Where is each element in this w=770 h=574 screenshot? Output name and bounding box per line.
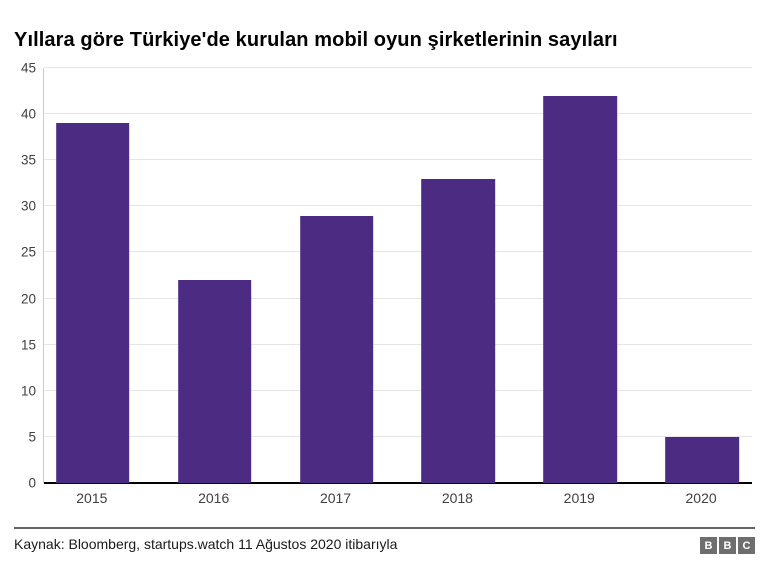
bbc-logo-block-3: C — [738, 537, 755, 554]
footer-divider — [14, 527, 755, 529]
x-tick-label-2018: 2018 — [441, 490, 473, 506]
gridline-y-5 — [44, 435, 752, 437]
bar-2020 — [665, 436, 739, 483]
footer: Kaynak: Bloomberg, startups.watch 11 Ağu… — [14, 536, 755, 554]
x-tick-label-2016: 2016 — [198, 490, 230, 506]
gridline-y-30 — [44, 205, 752, 207]
y-tick-label-15: 15 — [20, 337, 36, 353]
bbc-logo-block-2: B — [719, 537, 736, 554]
y-tick-label-25: 25 — [20, 244, 36, 260]
bar-2019 — [543, 95, 618, 483]
y-tick-label-20: 20 — [20, 291, 36, 307]
plot-area — [43, 67, 752, 484]
x-tick-label-2019: 2019 — [563, 490, 595, 506]
x-axis-labels: 2015 2016 2017 2018 2019 2020 — [43, 490, 751, 510]
y-tick-label-45: 45 — [20, 60, 36, 76]
gridline-y-35 — [44, 159, 752, 161]
y-axis-labels: 0 5 10 15 20 25 30 35 40 45 — [0, 61, 36, 491]
x-tick-label-2017: 2017 — [319, 490, 352, 506]
bar-2015 — [56, 123, 130, 483]
x-tick-label-2020: 2020 — [685, 490, 717, 506]
y-tick-label-35: 35 — [20, 152, 36, 168]
x-axis-line — [44, 482, 752, 484]
gridline-y-45 — [44, 67, 752, 68]
x-tick-label-2015: 2015 — [76, 490, 108, 506]
gridline-y-40 — [44, 113, 752, 115]
y-tick-label-5: 5 — [28, 429, 36, 445]
y-tick-label-10: 10 — [20, 383, 36, 399]
y-tick-label-0: 0 — [28, 475, 36, 491]
y-tick-label-40: 40 — [20, 106, 36, 122]
bar-2016 — [177, 280, 252, 483]
gridline-y-25 — [44, 251, 752, 253]
y-tick-label-30: 30 — [20, 198, 36, 214]
gridline-y-10 — [44, 389, 752, 391]
bbc-logo-block-1: B — [700, 537, 717, 554]
chart-title: Yıllara göre Türkiye'de kurulan mobil oy… — [14, 29, 618, 52]
bar-2018 — [421, 178, 496, 483]
bar-2017 — [299, 215, 374, 483]
gridline-y-15 — [44, 343, 752, 345]
source-text: Kaynak: Bloomberg, startups.watch 11 Ağu… — [14, 536, 398, 552]
gridline-y-20 — [44, 297, 752, 299]
